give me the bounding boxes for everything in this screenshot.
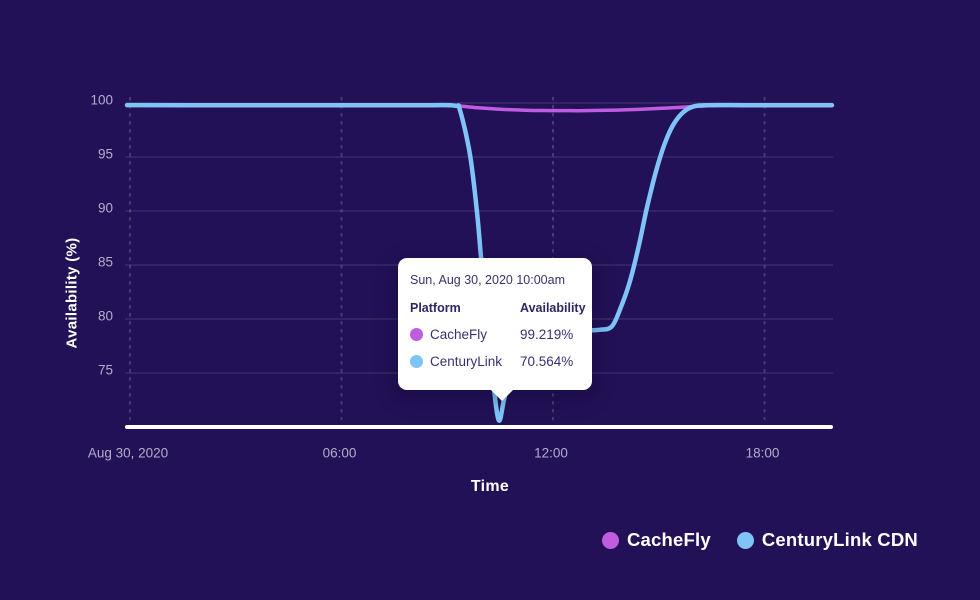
tooltip-series-dot-icon <box>410 328 423 341</box>
legend-dot-icon <box>736 531 754 549</box>
y-tick-100: 100 <box>90 92 113 108</box>
legend-item-cachefly[interactable]: CacheFly <box>601 529 711 551</box>
tooltip-row-platform: CenturyLink <box>410 354 520 369</box>
tooltip-pointer <box>491 390 513 401</box>
tooltip-series-dot-icon <box>410 355 423 368</box>
legend-item-centurylink-cdn[interactable]: CenturyLink CDN <box>736 529 918 551</box>
tooltip-row-platform: CacheFly <box>410 327 520 342</box>
y-tick-95: 95 <box>97 146 113 162</box>
tooltip-platform-header: Platform <box>410 301 461 315</box>
legend-label: CacheFly <box>626 529 711 550</box>
x-tick-0: Aug 30, 2020 <box>87 445 169 461</box>
tooltip-availability-value: 70.564% <box>520 354 574 369</box>
legend-dot-icon <box>601 531 619 549</box>
x-tick-18: 18:00 <box>745 445 780 461</box>
tooltip-date: Sun, Aug 30, 2020 10:00am <box>410 273 565 287</box>
tooltip-platform-label: CenturyLink <box>430 354 503 369</box>
x-tick-12: 12:00 <box>534 445 568 461</box>
x-tick-6: 06:00 <box>322 445 357 461</box>
x-axis-title: Time <box>470 478 510 495</box>
y-tick-90: 90 <box>97 200 113 216</box>
x-axis-line <box>125 425 833 429</box>
tooltip-availability-header: Availability <box>520 301 586 315</box>
y-tick-80: 80 <box>97 308 113 324</box>
y-tick-75: 75 <box>97 362 113 378</box>
legend-label: CenturyLink CDN <box>761 529 918 550</box>
chart-legend: CacheFly CenturyLink CDN <box>601 525 918 555</box>
chart-tooltip: Sun, Aug 30, 2020 10:00am Platform Avail… <box>398 258 592 401</box>
y-tick-85: 85 <box>97 254 113 270</box>
tooltip-availability-value: 99.219% <box>520 327 574 342</box>
tooltip-platform-label: CacheFly <box>430 327 488 342</box>
